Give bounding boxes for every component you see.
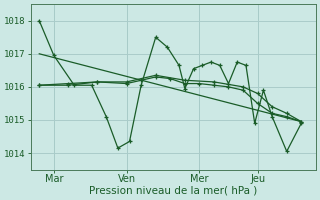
X-axis label: Pression niveau de la mer( hPa ): Pression niveau de la mer( hPa ) [89,186,257,196]
